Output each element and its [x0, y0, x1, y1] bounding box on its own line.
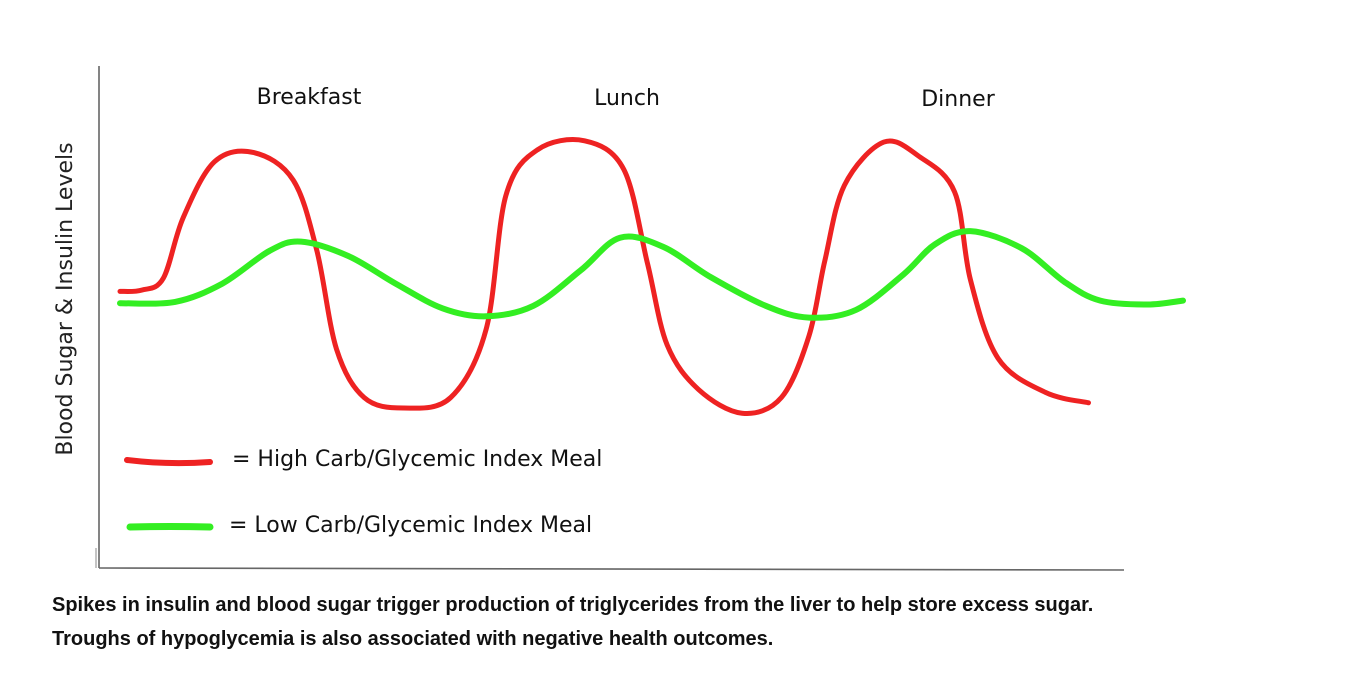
legend-swatch-low-carb [126, 523, 214, 531]
meal-label-breakfast: Breakfast [257, 85, 362, 110]
series-line-high-carb [117, 137, 1091, 416]
legend-label-low-carb: = Low Carb/Glycemic Index Meal [229, 513, 592, 538]
y-axis-label: Blood Sugar & Insulin Levels [53, 142, 78, 455]
meal-label-dinner: Dinner [921, 87, 995, 112]
legend-swatch-high-carb [124, 457, 213, 467]
x-axis [98, 567, 1125, 571]
legend-label-high-carb: = High Carb/Glycemic Index Meal [232, 447, 602, 472]
caption-line-1: Spikes in insulin and blood sugar trigge… [52, 594, 1094, 616]
series-line-low-carb [117, 228, 1186, 321]
caption-line-2: Troughs of hypoglycemia is also associat… [52, 628, 774, 650]
legend: = High Carb/Glycemic Index Meal = Low Ca… [124, 447, 602, 538]
meal-label-lunch: Lunch [594, 86, 660, 111]
